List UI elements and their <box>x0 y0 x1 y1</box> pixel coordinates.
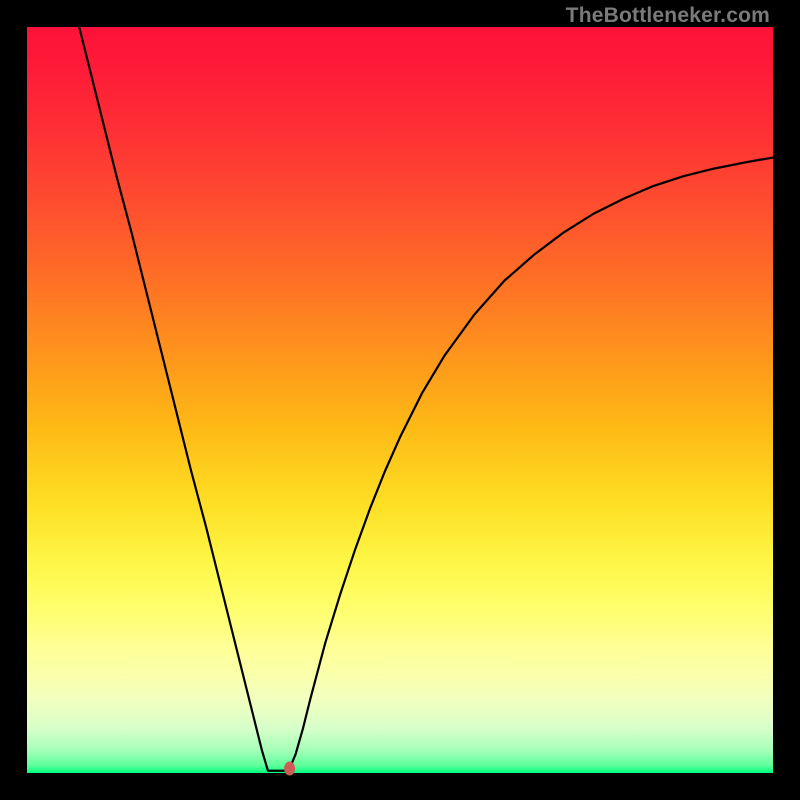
watermark-label: TheBottleneker.com <box>566 4 770 28</box>
bottleneck-curve <box>79 27 773 771</box>
minimum-marker <box>284 762 295 776</box>
plot-area <box>27 27 773 773</box>
curve-layer <box>27 27 773 773</box>
chart-frame: TheBottleneker.com <box>0 0 800 800</box>
